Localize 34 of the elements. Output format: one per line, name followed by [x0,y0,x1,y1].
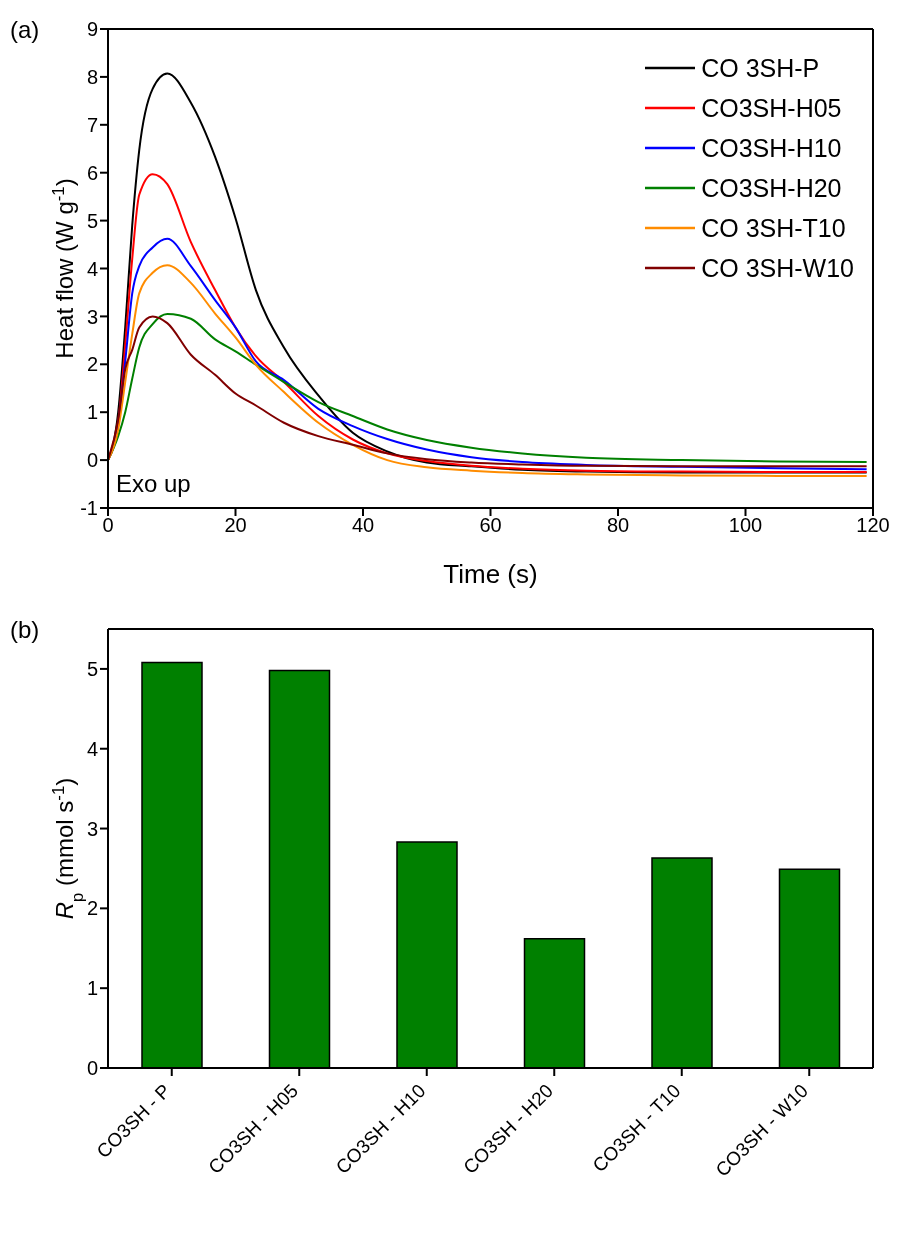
y-tick-label: 2 [86,897,98,920]
annotation: Exo up [116,470,191,498]
x-tick-label: 60 [479,514,502,537]
y-tick-label: 1 [86,401,98,424]
x-tick-label: 80 [606,514,630,537]
y-tick-label: 3 [86,817,98,840]
y-tick-label: 4 [86,257,98,280]
y-tick-label: 3 [86,305,98,328]
x-tick-label: 120 [856,514,890,537]
chart-title: (b) [10,616,40,644]
y-tick-label: 8 [86,66,98,88]
legend-label: CO 3SH-T10 [701,213,846,243]
y-tick-label: 6 [86,161,98,184]
x-tick-label: 100 [728,514,763,537]
y-tick-label: 4 [86,737,98,760]
y-tick-label: 0 [86,449,98,472]
legend-label: CO 3SH-W10 [701,253,854,283]
legend-label: CO3SH-H20 [701,173,842,203]
x-tick-label: 0 [102,514,114,537]
y-tick-label: 0 [86,1057,98,1080]
y-tick-label: 2 [86,353,98,376]
x-axis-title: Time (s) [443,559,538,589]
x-tick-label: 40 [351,514,375,537]
y-tick-label: -1 [80,497,98,520]
y-tick-label: 1 [86,977,98,1000]
legend-label: CO3SH-H10 [701,133,842,163]
x-tick-label: 20 [224,514,247,537]
y-tick-label: 7 [86,113,98,136]
y-tick-label: 9 [86,18,98,41]
legend-label: CO 3SH-P [701,53,820,83]
legend-label: CO3SH-H05 [701,93,842,123]
chart-title: (a) [10,16,40,44]
y-tick-label: 5 [86,658,98,681]
y-tick-label: 5 [86,209,98,232]
